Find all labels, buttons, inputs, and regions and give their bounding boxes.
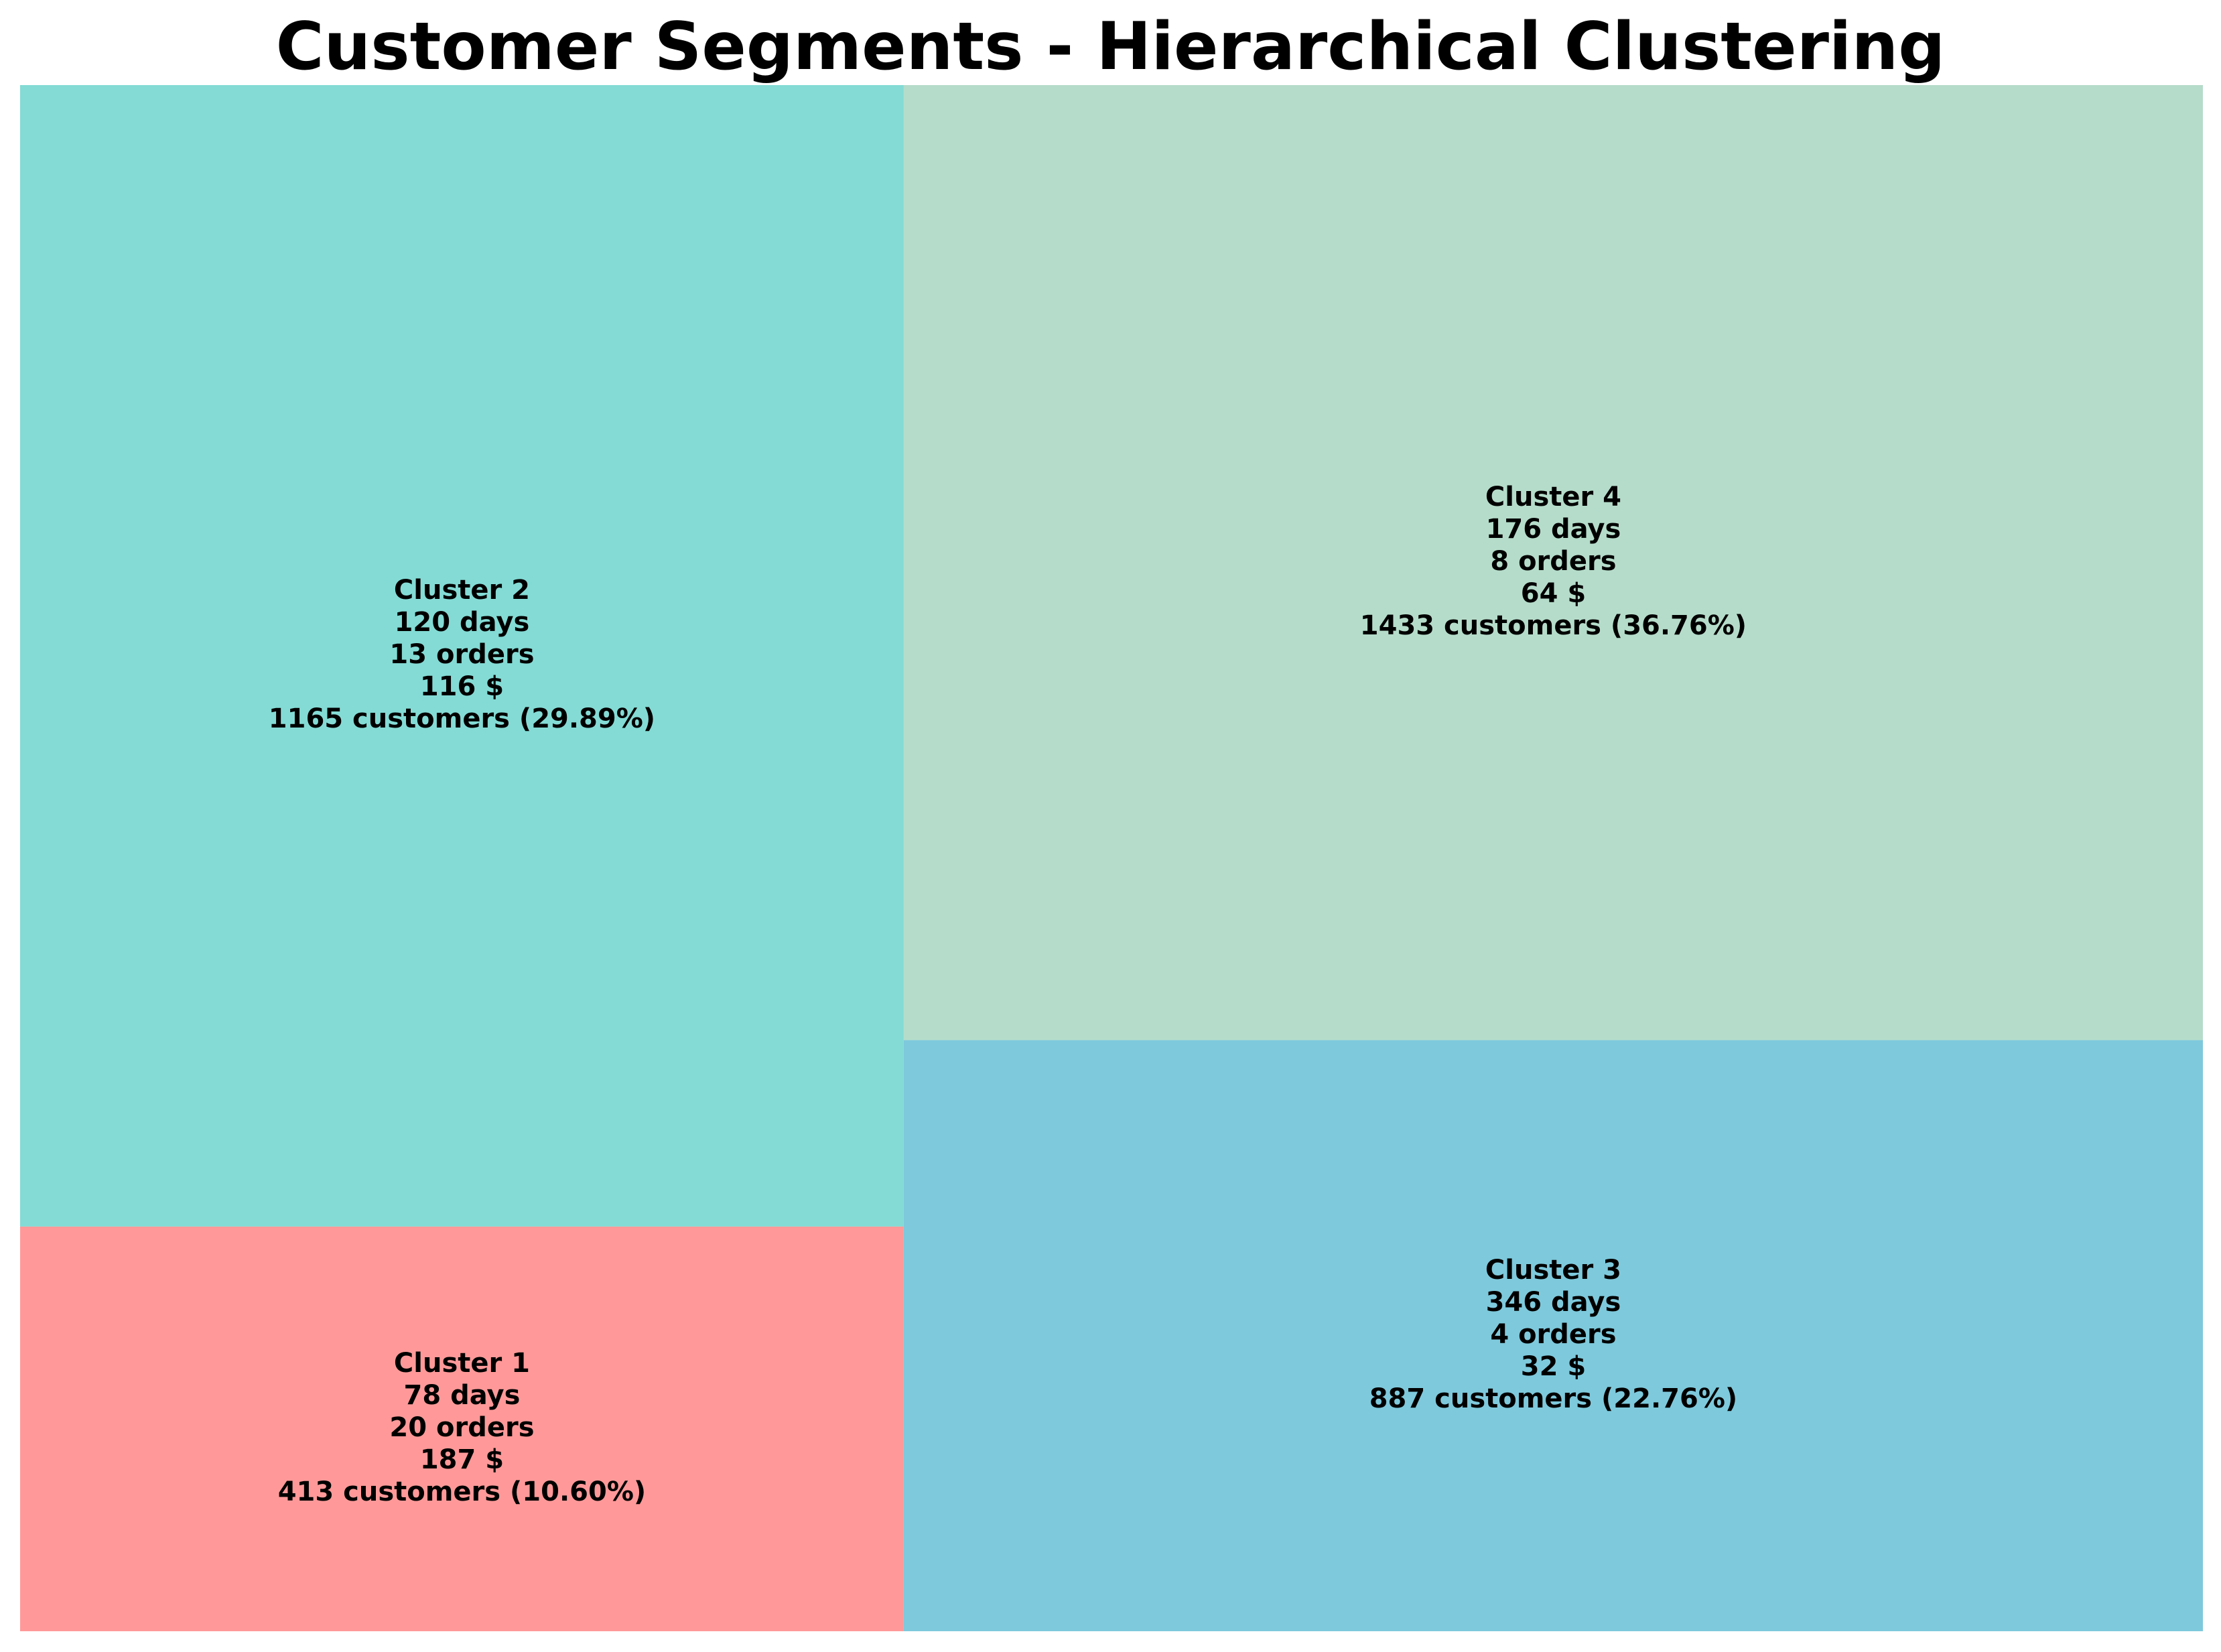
cluster-1-recency: 78 days: [404, 1380, 521, 1411]
cluster-1-monetary: 187 $: [420, 1444, 504, 1475]
cluster-3-recency: 346 days: [1486, 1287, 1621, 1318]
cluster-1-customers: 413 customers (10.60%): [278, 1476, 646, 1507]
cluster-3-monetary: 32 $: [1521, 1351, 1586, 1382]
cluster-2-customers: 1165 customers (29.89%): [269, 703, 655, 734]
cluster-1-frequency: 20 orders: [389, 1412, 534, 1443]
cluster-2-recency: 120 days: [395, 607, 530, 638]
cluster-1-label: Cluster 1: [394, 1348, 530, 1379]
cluster-4-frequency: 8 orders: [1490, 546, 1616, 577]
cluster-4-customers: 1433 customers (36.76%): [1360, 610, 1747, 641]
cluster-4-recency: 176 days: [1486, 514, 1621, 545]
cluster-3-tile: [903, 1040, 2203, 1631]
cluster-2-monetary: 116 $: [420, 671, 504, 702]
cluster-3-customers: 887 customers (22.76%): [1369, 1383, 1737, 1414]
cluster-3-frequency: 4 orders: [1490, 1319, 1616, 1350]
cluster-4-label: Cluster 4: [1485, 482, 1621, 512]
chart-title: Customer Segments - Hierarchical Cluster…: [275, 9, 1946, 85]
cluster-2-label: Cluster 2: [394, 575, 530, 606]
cluster-1-tile: [20, 1226, 904, 1631]
cluster-2-frequency: 13 orders: [389, 639, 534, 670]
cluster-2-tile: [20, 85, 904, 1227]
cluster-3-label: Cluster 3: [1485, 1255, 1621, 1286]
cluster-4-monetary: 64 $: [1521, 578, 1586, 609]
cluster-4-tile: [903, 85, 2203, 1040]
